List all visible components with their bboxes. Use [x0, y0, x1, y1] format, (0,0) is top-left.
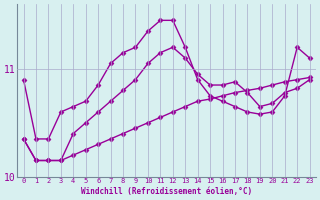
X-axis label: Windchill (Refroidissement éolien,°C): Windchill (Refroidissement éolien,°C)	[81, 187, 252, 196]
